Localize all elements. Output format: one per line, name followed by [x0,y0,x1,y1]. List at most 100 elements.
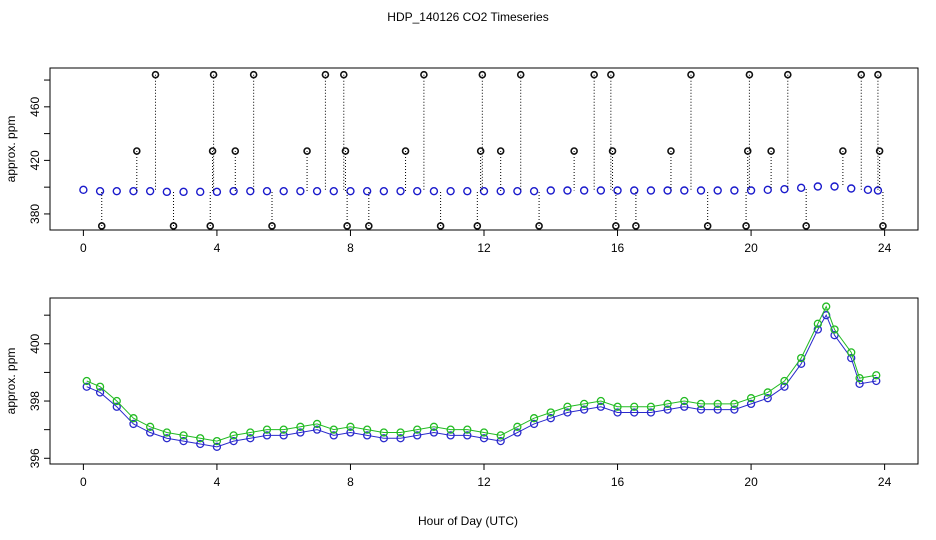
point [813,325,822,334]
point [667,147,675,155]
point [312,186,322,196]
point [879,222,887,230]
point [780,376,789,386]
y-tick-label: 398 [28,391,42,411]
point [797,353,806,363]
point [646,408,656,417]
point [97,222,106,230]
point [855,373,864,383]
point [196,439,205,449]
point [830,182,839,191]
point [529,414,539,423]
point [713,399,722,409]
point [535,222,543,230]
point [612,222,620,230]
point [496,147,505,155]
series-line [86,305,877,442]
y-tick-label: 380 [28,204,42,224]
point [680,396,689,406]
point [767,147,775,155]
point [321,70,330,79]
point [874,70,882,79]
x-tick-label: 24 [878,241,892,255]
point [596,396,605,406]
point [162,428,171,437]
point [830,331,839,340]
point [813,319,822,328]
point [133,147,141,155]
point [95,382,105,391]
point [365,222,373,230]
point [855,379,864,389]
series-line [86,314,877,448]
point [580,405,589,414]
point [613,408,622,417]
point [875,147,884,155]
point [478,70,487,79]
point [246,434,255,443]
point [703,222,712,230]
y-tick-label: 400 [28,333,42,353]
point [479,186,489,196]
point [516,70,525,79]
point [296,422,305,431]
point [607,70,615,79]
point [339,70,348,79]
point [95,388,105,397]
point [632,222,640,230]
point [341,147,350,155]
point [687,70,695,79]
point [802,222,810,230]
x-tick-label: 16 [611,241,625,255]
point [630,408,639,417]
point [312,419,322,429]
point [413,431,422,440]
point [646,402,656,411]
point [206,222,215,230]
point [396,186,405,196]
point [420,70,428,79]
point [663,399,672,409]
point [730,186,739,195]
point [513,428,522,437]
plot-frame [49,67,919,231]
point [296,428,305,437]
point [279,431,288,440]
point [212,187,222,197]
point [563,186,572,195]
point [873,186,883,195]
x-tick-label: 4 [214,241,221,255]
point [146,428,155,437]
point [446,425,455,434]
point [796,183,806,193]
point [872,376,881,386]
point [743,147,752,155]
point [162,187,172,197]
point [822,302,831,311]
point [680,186,689,195]
point [446,431,455,440]
point [413,425,422,434]
point [329,186,338,196]
y-axis-label: approx. ppm [4,116,18,183]
point [169,222,178,230]
point [872,371,881,380]
point [730,399,739,409]
point [196,187,205,197]
point [446,186,455,196]
point [813,182,823,191]
point [496,436,505,446]
point [82,382,91,391]
point [546,186,555,195]
point [179,187,188,197]
point [763,388,772,397]
point [596,186,606,195]
point [763,394,772,403]
point [529,186,539,196]
point [579,186,589,195]
x-tick-label: 8 [347,241,354,255]
point [231,147,240,155]
point [746,399,756,409]
point [146,422,155,431]
